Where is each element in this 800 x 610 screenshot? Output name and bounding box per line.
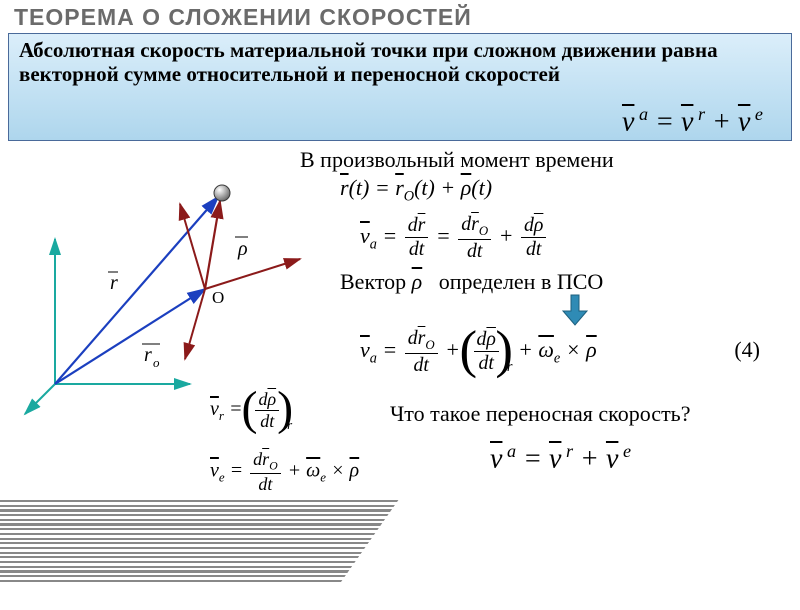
equation-va-derivative: va = drdt = drOdt + dρdt <box>360 213 548 263</box>
theorem-main-formula: v a = v r + v e <box>622 104 763 138</box>
svg-text:r: r <box>110 272 118 294</box>
vector-text-prefix: Вектор <box>340 269 406 294</box>
moment-text: В произвольный момент времени <box>300 147 614 173</box>
equation-r-t: r(t) = rO(t) + ρ(t) <box>340 175 492 205</box>
equation-ve: ve = drOdt + ωe × ρ <box>210 449 359 495</box>
svg-text:O: O <box>212 288 224 307</box>
theorem-text: Абсолютная скорость материальной точки п… <box>19 38 781 86</box>
theorem-box: Абсолютная скорость материальной точки п… <box>8 33 792 141</box>
arrow-down-icon <box>560 293 590 327</box>
svg-text:r: r <box>144 344 152 366</box>
equation-4: va = drOdt + dρdtr + ωe × ρ <box>360 327 597 377</box>
vector-diagram: ρ r r o O <box>10 159 310 419</box>
vector-defined-text: Вектор ρ определен в ПСО <box>340 269 603 295</box>
equation-4-number: (4) <box>734 337 760 363</box>
question-text: Что такое переносная скорость? <box>390 401 690 427</box>
page-title: ТЕОРЕМА О СЛОЖЕНИИ СКОРОСТЕЙ <box>0 0 800 31</box>
final-formula: v a = v r + v e <box>490 441 631 475</box>
corner-decoration <box>0 500 399 610</box>
svg-text:ρ: ρ <box>237 238 248 260</box>
vector-text-suffix: определен в ПСО <box>439 269 604 294</box>
svg-text:o: o <box>153 355 160 370</box>
